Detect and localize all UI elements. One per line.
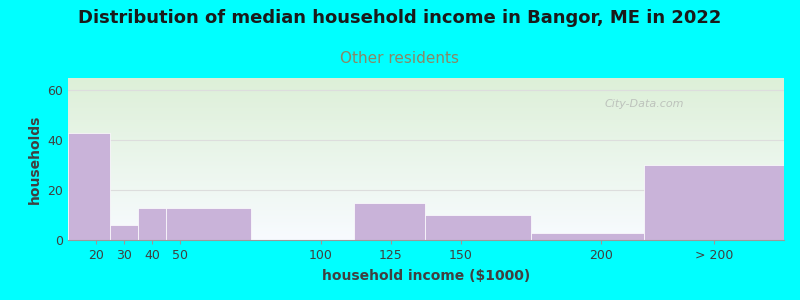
Bar xyxy=(354,202,425,240)
Bar xyxy=(68,133,110,240)
Bar xyxy=(531,232,644,240)
Bar xyxy=(166,208,250,240)
Text: City-Data.com: City-Data.com xyxy=(605,99,685,109)
Bar xyxy=(425,215,531,240)
Text: Distribution of median household income in Bangor, ME in 2022: Distribution of median household income … xyxy=(78,9,722,27)
X-axis label: household income ($1000): household income ($1000) xyxy=(322,269,530,283)
Y-axis label: households: households xyxy=(28,114,42,204)
Bar xyxy=(138,208,166,240)
Bar xyxy=(110,225,138,240)
Text: Other residents: Other residents xyxy=(341,51,459,66)
Bar xyxy=(644,165,784,240)
